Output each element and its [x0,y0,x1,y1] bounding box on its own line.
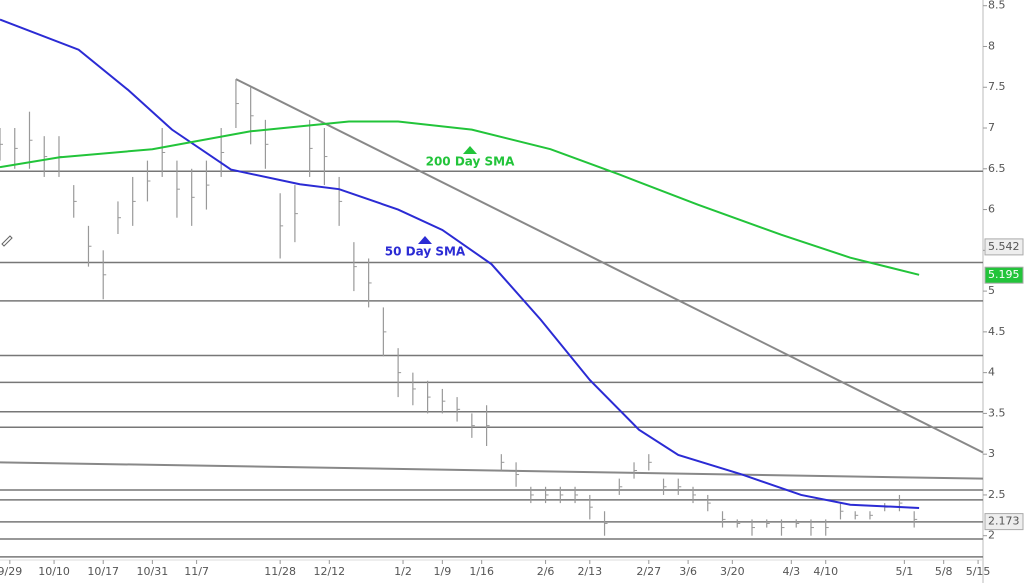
y-tick-label: 2.5 [988,488,1006,501]
x-tick-label: 5/8 [935,565,953,578]
y-tick-label: 2 [988,529,995,542]
y-tick-label: 7.5 [988,80,1006,93]
x-tick-label: 12/12 [313,565,345,578]
x-tick-label: 11/7 [184,565,209,578]
sma-line [0,18,920,509]
x-tick-label: 10/31 [137,565,169,578]
trend-line [0,461,984,480]
y-tick-label: 8 [988,39,995,52]
sma-line [0,120,920,276]
x-tick-label: 3/6 [679,565,697,578]
x-tick-label: 4/10 [813,565,838,578]
price-label: 2.173 [988,515,1020,528]
y-tick-label: 7 [988,121,995,134]
price-label: 5.195 [988,268,1020,281]
price-label: 5.542 [988,240,1020,253]
x-tick-label: 9/29 [0,565,22,578]
y-tick-label: 4 [988,366,995,379]
x-tick-label: 1/9 [433,565,451,578]
price-label-box [984,266,1024,284]
x-tick-label: 10/10 [38,565,70,578]
price-label-box [984,513,1024,531]
annotation: 50 Day SMA [385,245,466,259]
x-tick-label: 5/15 [966,565,991,578]
y-tick-label: 3 [988,447,995,460]
y-tick-label: 8.5 [988,0,1006,12]
x-tick-label: 4/3 [782,565,800,578]
x-tick-label: 1/2 [394,565,412,578]
x-tick-label: 5/1 [896,565,914,578]
y-tick-label: 5 [988,284,995,297]
y-tick-label: 6.5 [988,162,1006,175]
annotation-arrow [418,236,432,244]
x-tick-label: 2/27 [636,565,661,578]
price-label-box [984,238,1024,256]
trend-line [235,78,984,454]
x-tick-label: 2/6 [537,565,555,578]
pencil-icon [1,235,13,247]
x-tick-label: 11/28 [264,565,296,578]
annotation-arrow [463,146,477,154]
annotation: 200 Day SMA [426,155,516,169]
x-tick-label: 2/13 [577,565,602,578]
y-tick-label: 4.5 [988,325,1006,338]
x-tick-label: 10/17 [87,565,119,578]
x-tick-label: 3/20 [720,565,745,578]
y-tick-label: 6 [988,203,995,216]
x-tick-label: 1/16 [469,565,494,578]
y-tick-label: 3.5 [988,406,1006,419]
